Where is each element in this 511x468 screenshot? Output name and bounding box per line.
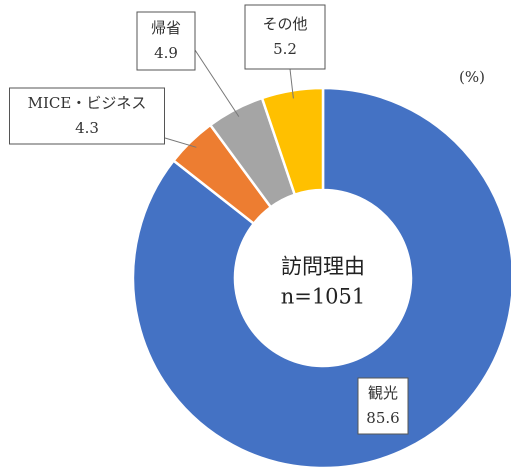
label-box: [244, 4, 326, 70]
leader-line: [194, 49, 240, 117]
leader-line: [289, 68, 294, 99]
chart-subtitle: n=1051: [281, 285, 366, 309]
category-label: 観光: [368, 384, 398, 402]
labels: 観光 85.6 MICE・ビジネス 4.3 帰省 4.9 その他 5.2: [9, 4, 409, 435]
value-label: 4.9: [154, 44, 178, 62]
category-label: その他: [262, 15, 307, 33]
category-label: MICE・ビジネス: [28, 94, 147, 112]
chart-title: 訪問理由: [281, 255, 365, 279]
donut-segment: [260, 86, 325, 197]
label-box: [136, 11, 196, 71]
unit-label: (%): [459, 68, 485, 86]
segments: [131, 86, 511, 468]
value-label: 5.2: [273, 40, 297, 58]
value-label: 4.3: [75, 119, 99, 137]
label-box: [357, 377, 409, 435]
value-label: 85.6: [366, 409, 399, 427]
donut-segment: [131, 86, 511, 468]
category-label: 帰省: [151, 19, 181, 37]
label-box: [9, 87, 165, 145]
leader-line: [164, 137, 197, 148]
